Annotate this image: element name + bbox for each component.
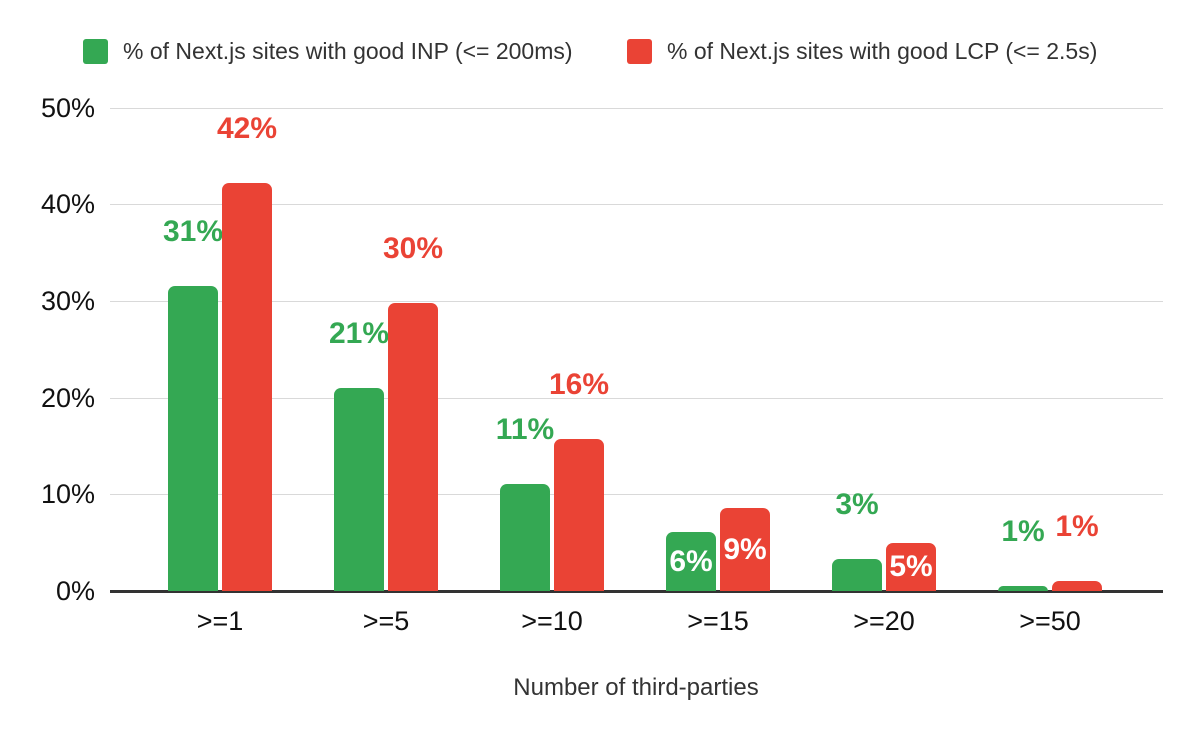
gridline [110,204,1163,206]
bar-label-inp: 6% [669,544,713,578]
bar-lcp [720,508,770,591]
bar-inp [500,484,550,591]
legend-swatch-inp-icon [83,38,108,64]
legend-item-lcp: % of Next.js sites with good LCP (<= 2.5… [627,38,1097,64]
bar-label-inp: 11% [495,413,555,446]
legend-item-inp: % of Next.js sites with good INP (<= 200… [83,38,573,64]
bar-label-lcp: 5% [889,550,933,583]
bar-label-inp: 21% [328,317,390,350]
bar-inp [832,559,882,591]
bar-inp [334,388,384,591]
x-tick-label: >=15 [687,606,749,636]
gridline [110,300,1163,302]
bar-label-inp: 1% [1001,515,1045,548]
bar-lcp [554,439,604,591]
bar-label-inp: 31% [162,215,224,248]
y-tick-label: 10% [40,479,95,510]
bar-label-inp: 3% [835,488,879,521]
legend-label-lcp: % of Next.js sites with good LCP (<= 2.5… [667,37,1098,64]
bar-label-lcp: 30% [382,232,444,265]
y-tick-label: 40% [40,189,95,220]
gridline [110,397,1163,399]
bar-label-lcp: 42% [216,112,278,145]
x-tick-label: >=50 [1019,606,1081,636]
y-tick-label: 50% [40,92,95,123]
bar-label-lcp: 9% [723,532,767,566]
bar-label-lcp: 16% [548,368,610,401]
bar-inp [168,286,218,591]
bar-label-lcp: 1% [1055,510,1099,543]
bar-inp [998,586,1048,591]
gridline [110,494,1163,496]
bar-lcp [222,183,272,591]
y-tick-label: 0% [55,576,95,606]
x-axis-title: Number of third-parties [513,674,759,701]
bar-lcp [388,303,438,591]
x-axis-baseline [110,590,1163,593]
gridline [110,107,1163,109]
legend-swatch-lcp-icon [627,38,652,64]
bar-inp [666,532,716,591]
y-tick-label: 20% [40,382,95,413]
x-tick-label: >=5 [362,606,410,636]
bar-lcp [886,543,936,591]
legend-label-inp: % of Next.js sites with good INP (<= 200… [123,37,573,64]
bar-lcp [1052,581,1102,591]
x-tick-label: >=20 [853,606,915,636]
x-tick-label: >=1 [196,606,244,636]
x-tick-label: >=10 [521,606,583,636]
y-tick-label: 30% [40,285,95,316]
